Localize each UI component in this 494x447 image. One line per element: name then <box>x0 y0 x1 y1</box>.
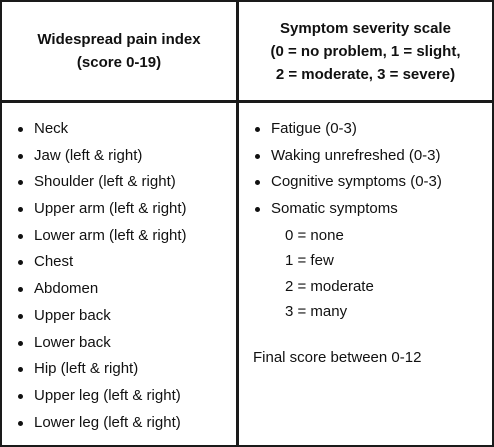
column-divider <box>236 0 239 447</box>
list-item-label: Fatigue (0-3) <box>271 120 357 137</box>
bullet-icon <box>255 127 260 132</box>
table-border-bottom <box>0 445 494 447</box>
list-item: Somatic symptoms <box>253 196 489 223</box>
bullet-icon <box>255 180 260 186</box>
table-border-right <box>492 0 494 447</box>
bullet-icon <box>18 313 23 319</box>
bullet-icon <box>255 153 260 159</box>
list-item-label: Jaw (left & right) <box>34 146 143 164</box>
list-item: Lower arm (left & right) <box>16 223 231 250</box>
pain-index-list: Neck Jaw (left & right) Shoulder (left &… <box>16 116 231 436</box>
bullet-icon <box>255 207 260 213</box>
list-item: Cognitive symptoms (0-3) <box>253 169 489 196</box>
list-item: Neck <box>16 116 231 143</box>
list-item-label: Abdomen <box>34 280 99 298</box>
table-border-left <box>0 0 2 447</box>
header-left-title: Widespread pain index <box>37 31 201 48</box>
table-border-top <box>0 0 494 2</box>
bullet-icon <box>18 207 23 213</box>
list-item: Jaw (left & right) <box>16 143 231 170</box>
list-item: Chest <box>16 249 231 276</box>
list-item-label: Somatic symptoms <box>271 200 398 218</box>
header-right-scale-1: (0 = no problem, 1 = slight, <box>270 42 461 60</box>
list-item-label: Upper back <box>34 306 111 324</box>
bullet-icon <box>18 420 23 426</box>
header-right-scale-2: 2 = moderate, 3 = severe) <box>275 65 456 83</box>
severity-list: Fatigue (0-3) Waking unrefreshed (0-3) C… <box>253 116 489 223</box>
somatic-level: 2 = moderate <box>285 277 374 295</box>
list-item-label: Hip (left & right) <box>34 360 139 378</box>
list-item: Hip (left & right) <box>16 356 231 383</box>
bullet-icon <box>18 393 23 399</box>
list-item: Lower leg (left & right) <box>16 410 231 437</box>
bullet-icon <box>18 127 23 132</box>
header-widespread-pain-index: Widespread pain index (score 0-19) <box>2 2 236 100</box>
somatic-level: 1 = few <box>285 252 334 270</box>
list-item: Waking unrefreshed (0-3) <box>253 143 489 170</box>
list-item: Upper back <box>16 303 231 330</box>
bullet-icon <box>18 153 23 159</box>
bullet-icon <box>18 340 23 346</box>
list-item-label: Chest <box>34 253 74 271</box>
list-item: Lower back <box>16 330 231 357</box>
list-item: Abdomen <box>16 276 231 303</box>
bullet-icon <box>18 233 23 239</box>
list-item-label: Cognitive symptoms (0-3) <box>271 173 442 191</box>
list-item-label: Lower arm (left & right) <box>34 226 187 244</box>
list-item-label: Upper arm (left & right) <box>34 200 187 218</box>
bullet-icon <box>18 367 23 373</box>
bullet-icon <box>18 287 23 293</box>
bullet-icon <box>18 180 23 186</box>
bullet-icon <box>18 260 23 266</box>
list-item-label: Upper leg (left & right) <box>34 386 181 404</box>
list-item: Upper leg (left & right) <box>16 383 231 410</box>
somatic-level: 3 = many <box>285 303 348 321</box>
list-item-label: Waking unrefreshed (0-3) <box>271 146 441 164</box>
header-right-title: Symptom severity scale <box>280 19 451 37</box>
list-item-label: Shoulder (left & right) <box>34 173 176 191</box>
header-symptom-severity-scale: Symptom severity scale (0 = no problem, … <box>239 2 492 100</box>
list-item: Fatigue (0-3) <box>253 116 489 143</box>
list-item-label: Neck <box>34 120 69 137</box>
final-score-note: Final score between 0-12 <box>253 349 422 366</box>
somatic-level: 0 = none <box>285 226 344 244</box>
header-left-subtitle: (score 0-19) <box>76 54 162 71</box>
list-item-label: Lower back <box>34 333 111 351</box>
list-item: Upper arm (left & right) <box>16 196 231 223</box>
list-item: Shoulder (left & right) <box>16 169 231 196</box>
severity-column: Fatigue (0-3) Waking unrefreshed (0-3) C… <box>253 116 489 325</box>
list-item-label: Lower leg (left & right) <box>34 413 181 431</box>
header-divider <box>0 100 494 103</box>
